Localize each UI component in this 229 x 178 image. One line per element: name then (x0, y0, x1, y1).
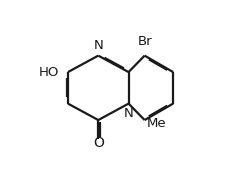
Text: N: N (123, 108, 133, 121)
Text: HO: HO (38, 66, 59, 78)
Text: Br: Br (137, 35, 151, 48)
Text: Me: Me (146, 117, 165, 130)
Text: N: N (93, 39, 103, 52)
Text: O: O (93, 136, 103, 150)
